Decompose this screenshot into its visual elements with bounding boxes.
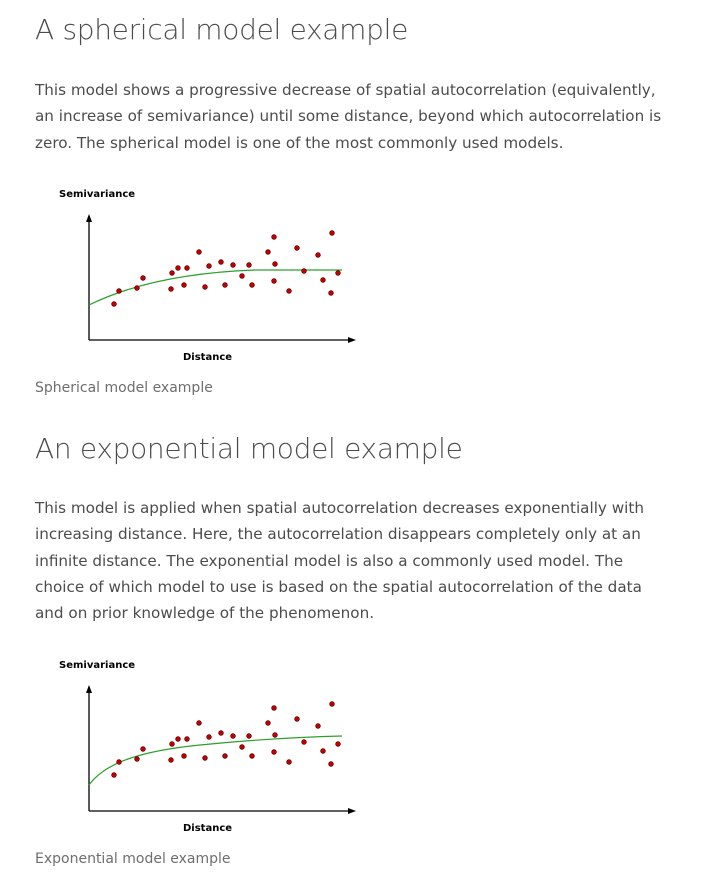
- sample-point: [222, 753, 228, 759]
- x-axis-label: Distance: [183, 823, 232, 834]
- sample-point: [272, 732, 278, 738]
- sample-point: [218, 730, 224, 736]
- arrowhead: [86, 685, 92, 693]
- sample-point: [168, 757, 174, 763]
- sample-point: [320, 748, 326, 754]
- model-curve: [88, 735, 343, 786]
- sample-point: [265, 249, 271, 255]
- sample-point: [335, 741, 341, 747]
- sample-point: [134, 756, 140, 762]
- caption: Exponential model example: [35, 851, 231, 867]
- sample-point: [218, 259, 224, 265]
- sample-point: [294, 245, 300, 251]
- x-axis-label: Distance: [183, 352, 232, 363]
- sample-point: [206, 263, 212, 269]
- arrowhead: [348, 808, 356, 814]
- heading: An exponential model example: [35, 432, 463, 465]
- sample-point: [328, 290, 334, 296]
- sample-point: [329, 701, 335, 707]
- sample-point: [169, 270, 175, 276]
- sample-point: [271, 749, 277, 755]
- sample-point: [116, 288, 122, 294]
- sample-point: [329, 230, 335, 236]
- sample-point: [249, 282, 255, 288]
- arrowhead: [86, 214, 92, 222]
- sample-point: [111, 772, 117, 778]
- sample-point: [175, 736, 181, 742]
- paragraph: This model is applied when spatial autoc…: [35, 499, 644, 623]
- sample-point: [140, 275, 146, 281]
- sample-point: [196, 720, 202, 726]
- sample-point: [271, 705, 277, 711]
- sample-point: [335, 270, 341, 276]
- sample-point: [222, 282, 228, 288]
- sample-point: [294, 716, 300, 722]
- sample-point: [265, 720, 271, 726]
- sample-point: [184, 265, 190, 271]
- sample-point: [315, 723, 321, 729]
- sample-point: [230, 262, 236, 268]
- sample-point: [168, 286, 174, 292]
- sample-point: [320, 277, 326, 283]
- sample-point: [169, 741, 175, 747]
- y-axis-label: Semivariance: [59, 189, 135, 200]
- sample-point: [175, 265, 181, 271]
- figure: Semivariance Distance: [59, 189, 356, 363]
- arrowhead: [348, 337, 356, 343]
- sample-point: [249, 753, 255, 759]
- sample-point: [184, 736, 190, 742]
- sample-point: [181, 753, 187, 759]
- sample-point: [202, 284, 208, 290]
- sample-point: [315, 252, 321, 258]
- sample-point: [239, 273, 245, 279]
- figure: Semivariance Distance: [59, 660, 356, 834]
- caption: Spherical model example: [35, 380, 213, 396]
- sample-point: [140, 746, 146, 752]
- sample-point: [230, 733, 236, 739]
- sample-point: [181, 282, 187, 288]
- sample-point: [116, 759, 122, 765]
- sample-point: [246, 733, 252, 739]
- paragraph: This model shows a progressive decrease …: [35, 81, 662, 152]
- sample-point: [328, 761, 334, 767]
- sample-point: [202, 755, 208, 761]
- model-curve: [88, 269, 342, 306]
- sample-point: [272, 261, 278, 267]
- sample-point: [246, 262, 252, 268]
- sample-point: [271, 278, 277, 284]
- sample-point: [206, 734, 212, 740]
- heading: A spherical model example: [35, 13, 409, 46]
- y-axis-label: Semivariance: [59, 660, 135, 671]
- sample-point: [134, 285, 140, 291]
- sample-point: [286, 288, 292, 294]
- sample-point: [196, 249, 202, 255]
- sample-point: [301, 268, 307, 274]
- sample-point: [286, 759, 292, 765]
- sample-point: [301, 739, 307, 745]
- sample-point: [271, 234, 277, 240]
- sample-point: [111, 301, 117, 307]
- sample-point: [239, 744, 245, 750]
